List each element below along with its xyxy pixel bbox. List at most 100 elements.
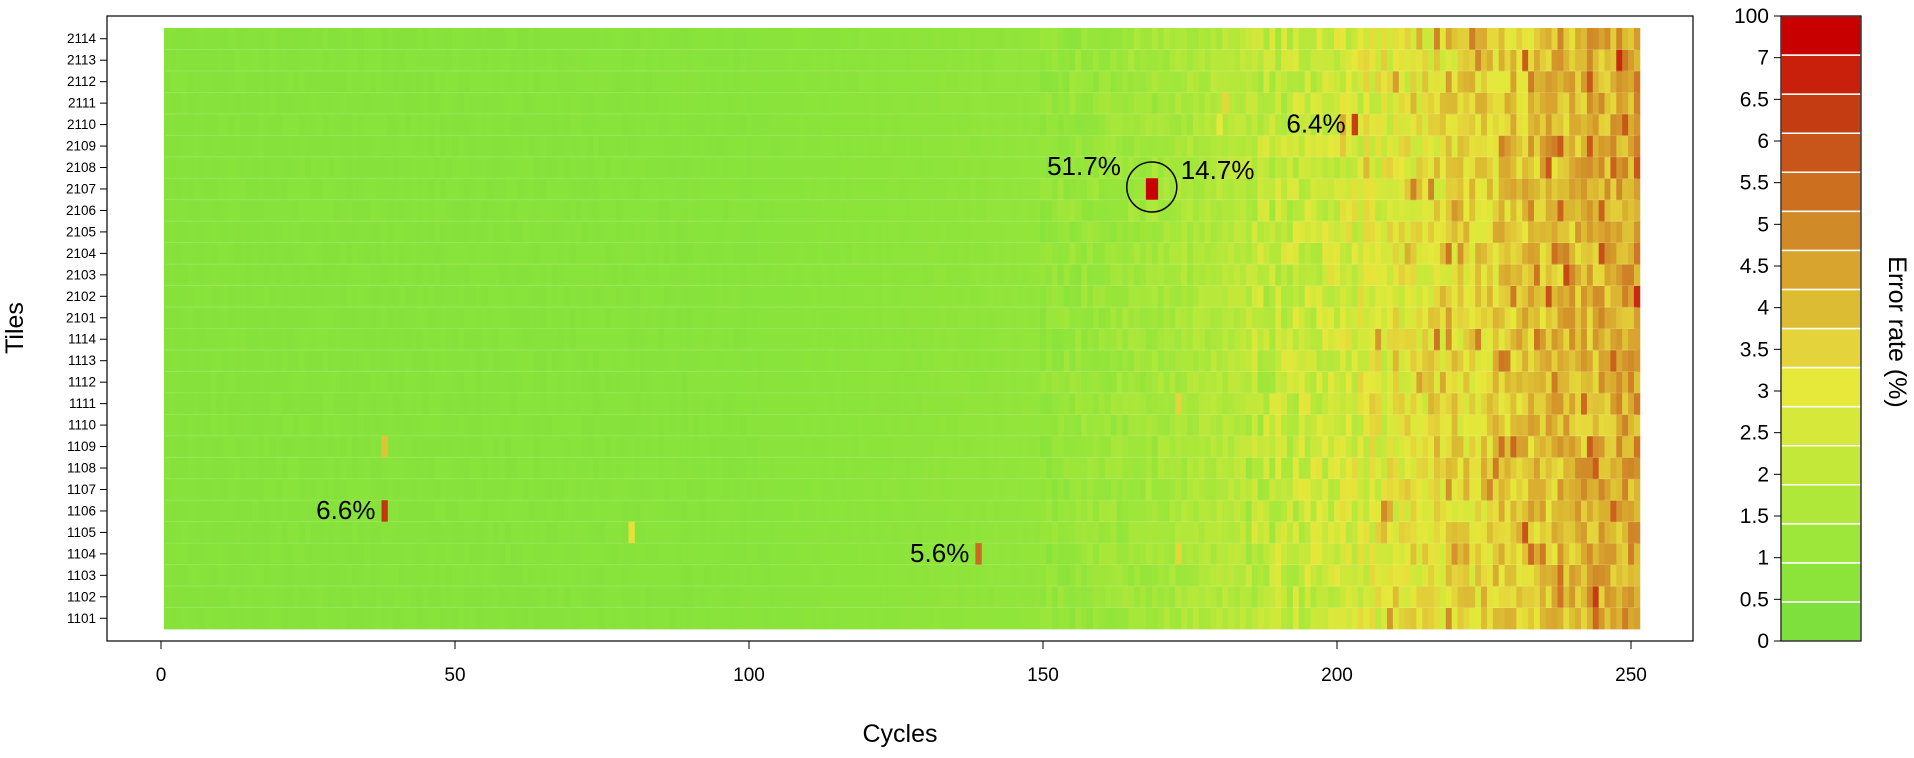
heatmap-cell [798, 371, 806, 394]
heatmap-cell [1157, 478, 1164, 501]
heatmap-cell [475, 478, 482, 501]
heatmap-cell [734, 264, 741, 286]
heatmap-cell [910, 392, 918, 415]
heatmap-cell [1098, 543, 1106, 565]
heatmap-cell [1122, 500, 1129, 523]
heatmap-cell [334, 242, 341, 265]
heatmap-cell [616, 392, 624, 415]
heatmap-cell [787, 392, 794, 415]
heatmap-cell [634, 199, 641, 222]
heatmap-cell [434, 349, 441, 372]
heatmap-cell [1604, 435, 1611, 458]
heatmap-cell [1445, 435, 1453, 458]
heatmap-cell [1504, 435, 1511, 458]
heatmap-cell [399, 392, 406, 415]
heatmap-cell [481, 607, 488, 630]
heatmap-cell [781, 500, 788, 523]
heatmap-cell [687, 285, 694, 308]
heatmap-cell [1304, 371, 1311, 394]
heatmap-cell [1192, 349, 1200, 372]
heatmap-cell [646, 521, 653, 544]
heatmap-cell [599, 199, 606, 222]
heatmap-cell [334, 457, 341, 480]
heatmap-cell [599, 264, 606, 286]
heatmap-cell [246, 349, 253, 372]
heatmap-cell [522, 328, 529, 351]
heatmap-cell [763, 564, 771, 587]
heatmap-cell [346, 414, 353, 437]
heatmap-cell [1622, 242, 1629, 265]
heatmap-cell [375, 392, 382, 415]
heatmap-cell [1510, 392, 1517, 415]
heatmap-cell [504, 543, 512, 565]
heatmap-cell [493, 371, 500, 394]
heatmap-cell [1628, 414, 1635, 437]
heatmap-cell [428, 543, 435, 565]
heatmap-cell [316, 478, 324, 501]
heatmap-cell [1622, 328, 1629, 351]
heatmap-cell [522, 435, 529, 458]
heatmap-cell [1481, 371, 1488, 394]
heatmap-cell [1192, 285, 1200, 308]
heatmap-cell [928, 457, 935, 480]
heatmap-cell [1563, 221, 1570, 244]
heatmap-cell [299, 285, 306, 308]
heatmap-cell [1251, 264, 1259, 286]
heatmap-cell [740, 586, 747, 608]
heatmap-cell [1069, 242, 1076, 265]
heatmap-cell [1204, 221, 1212, 244]
heatmap-cell [1539, 500, 1547, 523]
heatmap-cell [1475, 307, 1482, 329]
heatmap-cell [1592, 521, 1600, 544]
heatmap-cell [581, 242, 588, 265]
heatmap-cell [1181, 349, 1188, 372]
heatmap-cell [1304, 221, 1311, 244]
heatmap-cell [1451, 307, 1458, 329]
heatmap-cell [1228, 435, 1235, 458]
heatmap-cell [840, 392, 847, 415]
heatmap-cell [651, 242, 659, 265]
heatmap-cell [352, 478, 359, 501]
heatmap-cell [898, 457, 906, 480]
heatmap-cell [1187, 500, 1194, 523]
heatmap-cell [922, 392, 929, 415]
heatmap-cell [687, 457, 694, 480]
heatmap-cell [940, 478, 947, 501]
heatmap-cell [816, 371, 823, 394]
heatmap-cell [622, 457, 629, 480]
heatmap-cell [993, 543, 1000, 565]
heatmap-cell [1010, 500, 1017, 523]
heatmap-cell [1622, 285, 1629, 308]
heatmap-cell [410, 371, 418, 394]
heatmap-cell [346, 285, 353, 308]
heatmap-cell [581, 564, 588, 587]
heatmap-cell [740, 478, 747, 501]
heatmap-cell [1616, 264, 1623, 286]
heatmap-cell [1063, 199, 1070, 222]
heatmap-cell [1040, 221, 1047, 244]
heatmap-cell [1010, 564, 1017, 587]
heatmap-cell [1339, 242, 1347, 265]
heatmap-cell [1151, 564, 1159, 587]
heatmap-cell [981, 478, 988, 501]
heatmap-cell [693, 285, 700, 308]
heatmap-cell [1034, 414, 1041, 437]
heatmap-cell [1022, 242, 1029, 265]
heatmap-cell [763, 586, 771, 608]
heatmap-cell [504, 435, 512, 458]
heatmap-cell [910, 328, 918, 351]
heatmap-cell [1222, 264, 1229, 286]
heatmap-cell [493, 607, 500, 630]
heatmap-cell [604, 500, 612, 523]
heatmap-cell [1192, 607, 1200, 630]
heatmap-cell [1339, 264, 1347, 286]
heatmap-cell [399, 457, 406, 480]
heatmap-cell [1169, 371, 1176, 394]
heatmap-cell [504, 371, 512, 394]
heatmap-cell [593, 307, 600, 329]
heatmap-cell [1292, 199, 1300, 222]
heatmap-cell [1357, 349, 1364, 372]
heatmap-cell [610, 521, 618, 544]
heatmap-cell [1222, 435, 1229, 458]
heatmap-cell [1292, 264, 1300, 286]
